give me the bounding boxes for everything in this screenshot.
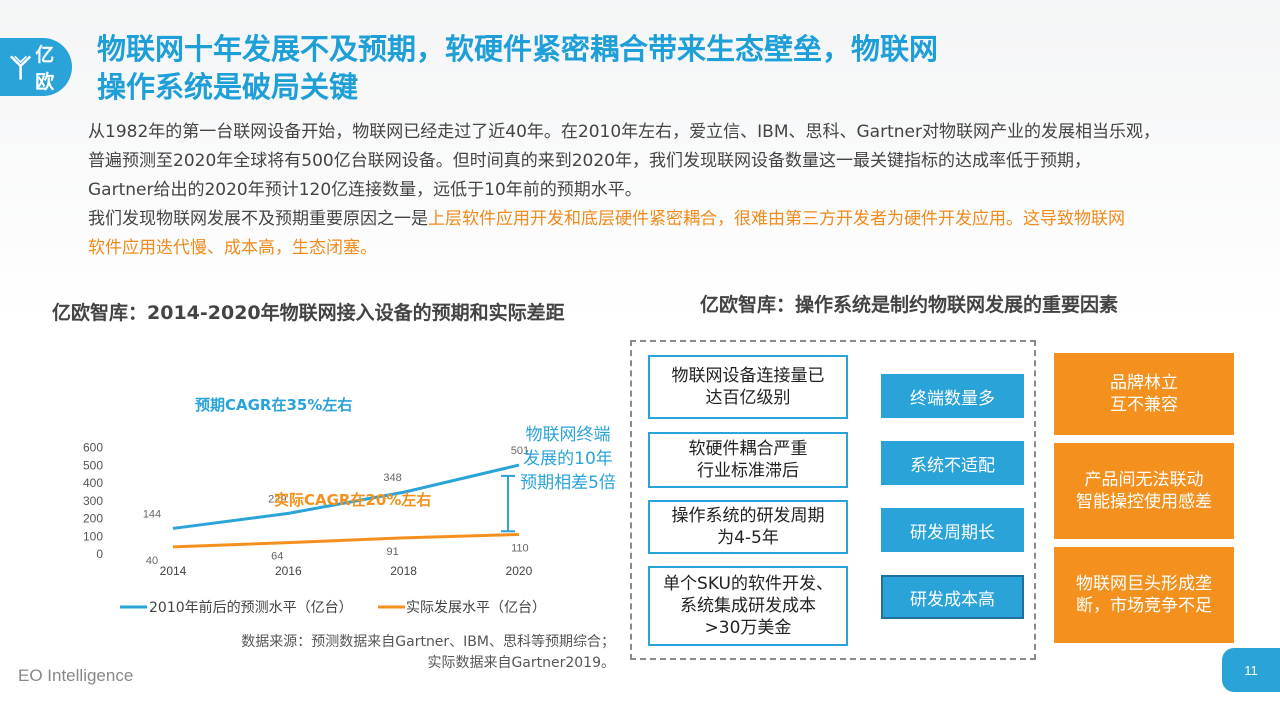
gap-annotation-line: 物联网终端 [526,425,611,445]
cause-text: 物联网设备连接量已 [671,366,825,386]
intro-highlight-text: 上层软件应用开发和底层硬件紧密耦合，很难由第三方开发者为硬件开发应用。这导致物联… [428,209,1125,229]
data-label: 229 [268,493,286,505]
cause-box-cost: 单个SKU的软件开发、 系统集成研发成本 >30万美金 [648,566,848,646]
effect-text: 品牌林立 [1110,373,1178,393]
effect-text: 断，市场竞争不足 [1076,596,1212,616]
logo-text: 亿欧 [35,44,55,93]
effect-poor-interop: 产品间无法联动 智能操控使用感差 [1054,443,1234,539]
cause-box-os-cycle: 操作系统的研发周期 为4-5年 [648,500,848,554]
x-tick-label: 2016 [275,564,302,578]
factor-many-terminals: 终端数量多 [881,374,1024,418]
factor-incompatible-systems: 系统不适配 [881,441,1024,485]
forecast-series-line [172,463,520,530]
cause-text: 单个SKU的软件开发、 [663,574,833,594]
x-tick-label: 2020 [506,564,533,578]
y-tick-label: 300 [83,494,103,508]
intro-highlight-line: 软件应用迭代慢、成本高，生态闭塞。 [88,238,377,258]
y-tick-label: 500 [83,458,103,472]
intro-normal-text: 我们发现物联网发展不及预期重要原因之一是 [88,209,428,229]
data-label: 40 [146,555,158,567]
cause-text: 行业标准滞后 [697,461,799,481]
legend-label: 实际发展水平（亿台） [406,600,546,616]
cause-text: 为4-5年 [717,528,779,548]
y-tick-label: 200 [83,512,103,526]
intro-line: 从1982年的第一台联网设备开始，物联网已经走过了近40年。在2010年左右，爱… [88,122,1160,142]
brand-logo: 亿欧 [0,38,72,96]
cause-text: 软硬件耦合严重 [688,439,808,459]
effect-text: 物联网巨头形成垄 [1076,574,1212,594]
actual-cagr-annotation: 实际CAGR在20%左右 [274,491,431,509]
data-label: 348 [383,472,401,484]
data-label: 64 [271,551,283,563]
causes-dashed-frame [630,340,1036,660]
page-title: 物联网十年发展不及预期，软硬件紧密耦合带来生态壁垒，物联网 操作系统是破局关键 [97,30,1097,106]
intro-text: 从1982年的第一台联网设备开始，物联网已经走过了近40年。在2010年左右，爱… [88,118,1248,263]
gap-annotation-line: 发展的10年 [523,449,613,469]
logo-mark-icon [10,55,32,80]
data-label: 110 [511,542,529,554]
actual-series-line [172,532,519,549]
gap-annotation-line: 预期相差5倍 [520,473,616,493]
effect-monopoly: 物联网巨头形成垄 断，市场竞争不足 [1054,547,1234,643]
intro-line: 我们发现物联网发展不及预期重要原因之一是上层软件应用开发和底层硬件紧密耦合，很难… [88,205,1248,234]
data-label: 144 [143,508,161,520]
source-line: 数据来源：预测数据来自Gartner、IBM、思科等预期综合； [241,634,615,650]
data-label: 91 [386,546,398,558]
intro-line: 普遍预测至2020年全球将有500亿台联网设备。但时间真的来到2020年，我们发… [88,151,1091,171]
y-tick-label: 100 [83,529,103,543]
y-tick-label: 0 [96,547,103,561]
page-number: 11 [1222,648,1280,692]
effect-text: 智能操控使用感差 [1076,492,1212,512]
page-title-line: 物联网十年发展不及预期，软硬件紧密耦合带来生态壁垒，物联网 [97,32,939,66]
y-tick-label: 400 [83,476,103,490]
footer-brand: EO Intelligence [18,666,134,685]
effect-fragmented-brands: 品牌林立 互不兼容 [1054,353,1234,435]
cause-text: >30万美金 [704,618,792,638]
cause-box-coupling: 软硬件耦合严重 行业标准滞后 [648,432,848,488]
cause-text: 达百亿级别 [705,388,791,408]
effect-text: 互不兼容 [1110,395,1178,415]
effect-text: 产品间无法联动 [1084,470,1204,490]
page-title-line: 操作系统是破局关键 [97,70,359,104]
x-tick-label: 2014 [160,564,187,578]
cause-box-connections: 物联网设备连接量已 达百亿级别 [648,355,848,419]
cause-text: 系统集成研发成本 [680,596,816,616]
line-chart: 0 100 200 300 400 500 600 2014 2016 2018 2020 144 22… [83,396,616,616]
data-label: 501 [511,445,529,457]
chart-section-title: 亿欧智库：2014-2020年物联网接入设备的预期和实际差距 [52,302,565,324]
y-tick-label: 600 [83,441,103,455]
source-line: 实际数据来自Gartner2019。 [427,655,615,671]
forecast-cagr-annotation: 预期CAGR在35%左右 [195,396,352,414]
cause-text: 操作系统的研发周期 [671,506,825,526]
intro-line: Gartner给出的2020年预计120亿连接数量，远低于10年前的预期水平。 [88,180,642,200]
factors-section-title: 亿欧智库：操作系统是制约物联网发展的重要因素 [700,294,1119,316]
legend-label: 2010年前后的预测水平（亿台） [149,599,353,616]
factor-high-dev-cost: 研发成本高 [881,575,1024,619]
factor-long-dev-cycle: 研发周期长 [881,508,1024,552]
data-source-note: 数据来源：预测数据来自Gartner、IBM、思科等预期综合； 实际数据来自Ga… [160,632,615,674]
x-tick-label: 2018 [390,564,417,578]
